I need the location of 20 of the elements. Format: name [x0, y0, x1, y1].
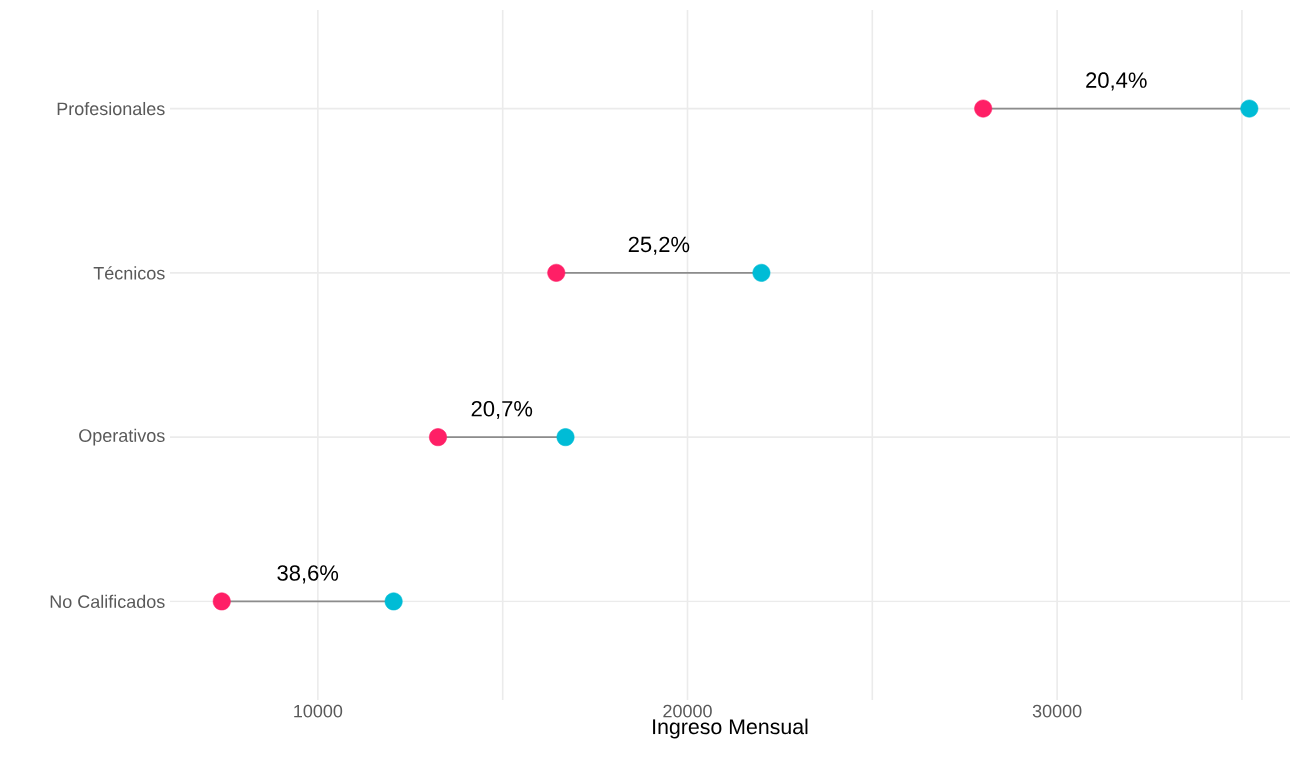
point [212, 592, 231, 611]
point [384, 592, 403, 611]
x-tick-label: 10000 [294, 704, 343, 718]
annotation: 20,7% [471, 400, 533, 420]
point [752, 263, 771, 282]
y-tick-label: Operativos [79, 428, 165, 446]
x-tick-label: 20000 [663, 704, 712, 718]
annotation: 20,4% [1086, 72, 1147, 91]
y-tick-label: No Calificados [50, 594, 165, 609]
y-tick-label: Profesionales [57, 101, 165, 116]
annotation: 38,6% [277, 565, 339, 584]
annotation: 25,2% [628, 236, 690, 255]
point [974, 99, 993, 118]
x-tick-label: 30000 [1032, 704, 1082, 718]
x-axis-title: Ingreso Mensual [653, 718, 808, 739]
point [547, 263, 566, 282]
point [1240, 99, 1259, 118]
y-tick-label: Técnicos [93, 266, 165, 280]
point [556, 428, 575, 447]
point [429, 428, 447, 447]
